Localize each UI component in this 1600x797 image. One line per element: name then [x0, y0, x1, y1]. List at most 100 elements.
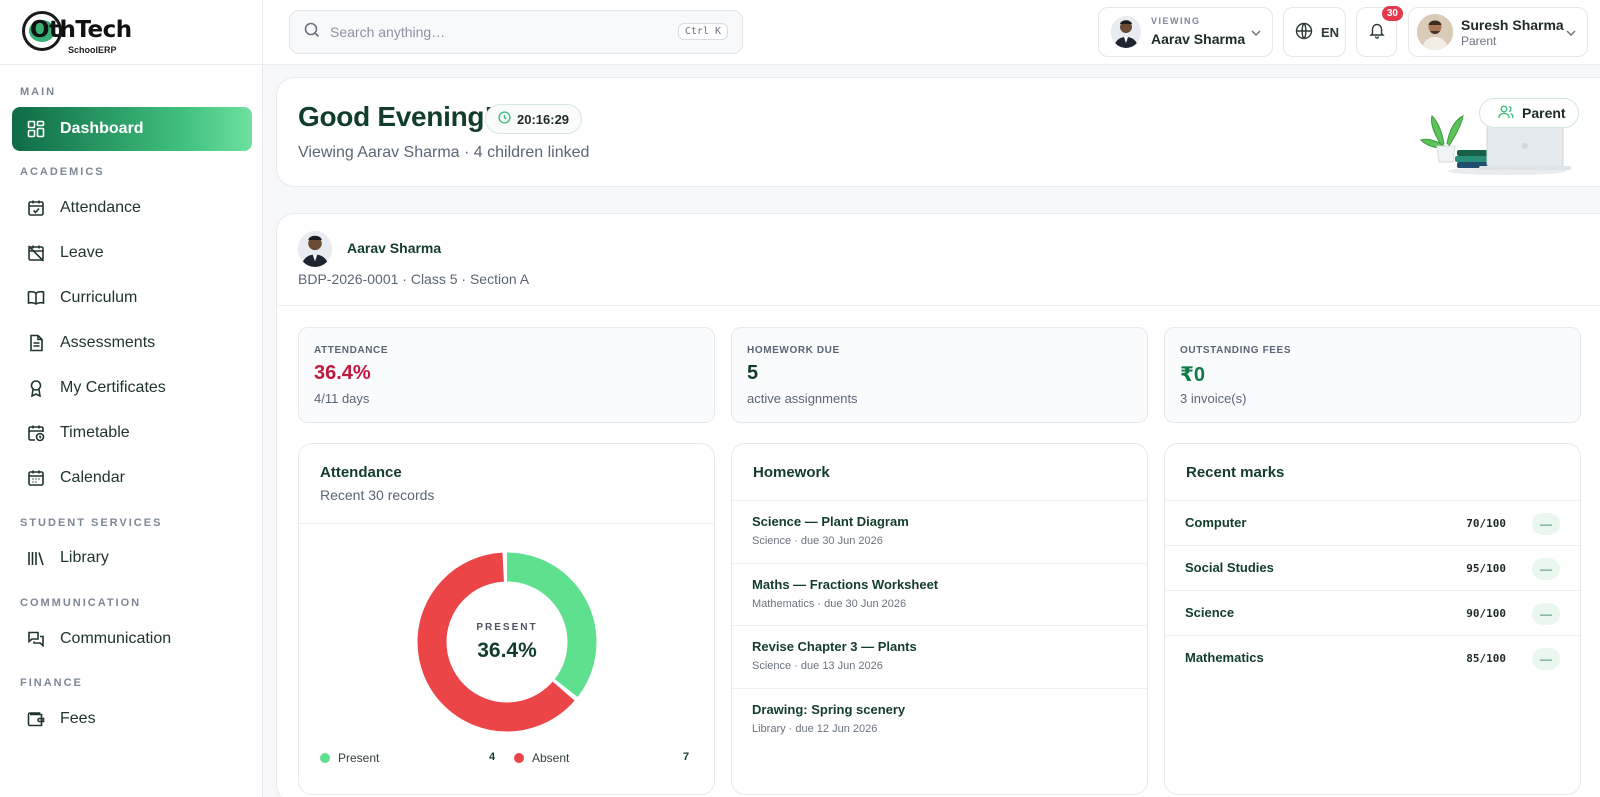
legend-present: Present [320, 751, 379, 765]
sidebar-item-assessments[interactable]: Assessments [12, 321, 252, 365]
panel-title: Recent marks [1186, 464, 1285, 481]
stat-card-attendance[interactable]: ATTENDANCE 36.4% 4/11 days [298, 327, 715, 423]
sidebar-item-label: Fees [60, 710, 96, 727]
attendance-donut-chart: PRESENT 36.4% [417, 552, 597, 732]
donut-slice-absent [417, 552, 597, 732]
search-shortcut: Ctrl K [677, 23, 728, 40]
book-open-icon [26, 288, 46, 308]
user-menu[interactable]: Suresh Sharma Parent [1408, 7, 1588, 57]
homework-title: Maths — Fractions Worksheet [752, 577, 939, 592]
homework-item[interactable]: Revise Chapter 3 — Plants Science · due … [732, 625, 1147, 689]
stat-value: ₹0 [1180, 364, 1206, 386]
document-icon [26, 333, 46, 353]
bell-icon [1368, 21, 1386, 44]
search-placeholder: Search anything… [330, 24, 446, 40]
sidebar-item-leave[interactable]: Leave [12, 231, 252, 275]
brand-name: OthTech [30, 17, 132, 43]
chat-icon [26, 629, 46, 649]
chevron-down-icon [1565, 26, 1577, 44]
homework-meta: Mathematics · due 30 Jun 2026 [752, 598, 907, 610]
homework-item[interactable]: Drawing: Spring scenery Library · due 12… [732, 688, 1147, 752]
language-switcher[interactable]: EN [1283, 7, 1346, 57]
mark-score: 90/100 [1466, 607, 1506, 620]
mark-subject: Science [1185, 605, 1235, 620]
nav-section-academics: ACADEMICS [20, 166, 105, 178]
sidebar-item-attendance[interactable]: Attendance [12, 186, 252, 230]
sidebar-item-label: Curriculum [60, 289, 138, 306]
sidebar-item-calendar[interactable]: Calendar [12, 456, 252, 500]
logo[interactable]: OthTech SchoolERP [0, 0, 262, 65]
notifications-button[interactable]: 30 [1356, 6, 1403, 57]
donut-center-value: 36.4% [477, 639, 537, 662]
greeting-subtitle: Viewing Aarav Sharma · 4 children linked [298, 144, 590, 161]
greeting-title: Good Evening! [298, 101, 494, 132]
role-pill: Parent [1479, 98, 1579, 128]
sidebar-item-library[interactable]: Library [12, 536, 252, 580]
sidebar: OthTech SchoolERP MAIN Dashboard ACADEMI… [0, 0, 263, 797]
chevron-down-icon [1250, 26, 1262, 44]
mark-trend-badge: — [1532, 603, 1560, 625]
library-icon [26, 548, 46, 568]
award-icon [26, 378, 46, 398]
panel-title: Attendance [320, 464, 402, 481]
child-name: Aarav Sharma [347, 240, 442, 256]
sidebar-item-timetable[interactable]: Timetable [12, 411, 252, 455]
legend-present-count: 4 [489, 751, 496, 763]
legend-present-label: Present [338, 751, 380, 765]
child-meta: BDP-2026-0001 · Class 5 · Section A [298, 271, 530, 287]
homework-panel: Homework Science — Plant Diagram Science… [731, 443, 1148, 795]
sidebar-item-curriculum[interactable]: Curriculum [12, 276, 252, 320]
sidebar-item-label: Attendance [60, 199, 141, 216]
sidebar-item-certificates[interactable]: My Certificates [12, 366, 252, 410]
mark-row[interactable]: Social Studies 95/100 — [1165, 545, 1580, 591]
role-pill-label: Parent [1522, 105, 1566, 121]
brand-logo: OthTech SchoolERP [22, 9, 132, 55]
mark-row[interactable]: Computer 70/100 — [1165, 500, 1580, 546]
dashboard-grid-icon [26, 119, 46, 139]
panel-subtitle: Recent 30 records [320, 487, 435, 503]
homework-title: Revise Chapter 3 — Plants [752, 639, 917, 654]
homework-meta: Science · due 13 Jun 2026 [752, 660, 883, 672]
stat-card-homework[interactable]: HOMEWORK DUE 5 active assignments [731, 327, 1148, 423]
mark-trend-badge: — [1532, 513, 1560, 535]
mark-trend-badge: — [1532, 558, 1560, 580]
user-role: Parent [1461, 34, 1497, 48]
mark-row[interactable]: Science 90/100 — [1165, 590, 1580, 636]
child-switcher[interactable]: VIEWING Aarav Sharma [1098, 7, 1273, 57]
homework-title: Drawing: Spring scenery [752, 702, 906, 717]
user-name: Suresh Sharma [1461, 17, 1564, 33]
calendar-icon [26, 468, 46, 488]
viewing-name: Aarav Sharma [1151, 31, 1246, 47]
mark-score: 95/100 [1466, 562, 1506, 575]
homework-meta: Science · due 30 Jun 2026 [752, 535, 883, 547]
search-input[interactable]: Search anything… Ctrl K [289, 10, 743, 54]
stat-note: 4/11 days [314, 391, 370, 406]
stat-value: 36.4% [314, 362, 371, 384]
mark-subject: Mathematics [1185, 650, 1264, 665]
donut-slice-present [417, 552, 597, 732]
notification-badge: 30 [1381, 6, 1403, 21]
child-avatar [298, 231, 332, 267]
greeting-card: Good Evening! 20:16:29 Viewing Aarav Sha… [276, 77, 1600, 187]
stat-card-fees[interactable]: OUTSTANDING FEES ₹0 3 invoice(s) [1164, 327, 1581, 423]
child-overview-card: Aarav Sharma BDP-2026-0001 · Class 5 · S… [276, 213, 1600, 797]
sidebar-item-label: Dashboard [60, 120, 144, 137]
sidebar-item-label: Calendar [60, 469, 125, 486]
calendar-off-icon [26, 243, 46, 263]
homework-item[interactable]: Maths — Fractions Worksheet Mathematics … [732, 563, 1147, 627]
sidebar-item-communication[interactable]: Communication [12, 617, 252, 661]
mark-row[interactable]: Mathematics 85/100 — [1165, 635, 1580, 681]
search-icon [304, 22, 320, 43]
mark-score: 70/100 [1466, 517, 1506, 530]
brand-sub: SchoolERP [68, 45, 117, 55]
homework-item[interactable]: Science — Plant Diagram Science · due 30… [732, 500, 1147, 564]
nav-section-student-services: STUDENT SERVICES [20, 517, 163, 529]
calendar-clock-icon [26, 423, 46, 443]
clock-badge: 20:16:29 [485, 104, 583, 134]
viewing-label: VIEWING [1151, 16, 1201, 26]
sidebar-item-dashboard[interactable]: Dashboard [12, 107, 252, 151]
mark-score: 85/100 [1466, 652, 1506, 665]
sidebar-item-label: Library [60, 549, 109, 566]
desk-illustration [1417, 96, 1577, 176]
sidebar-item-fees[interactable]: Fees [12, 697, 252, 741]
